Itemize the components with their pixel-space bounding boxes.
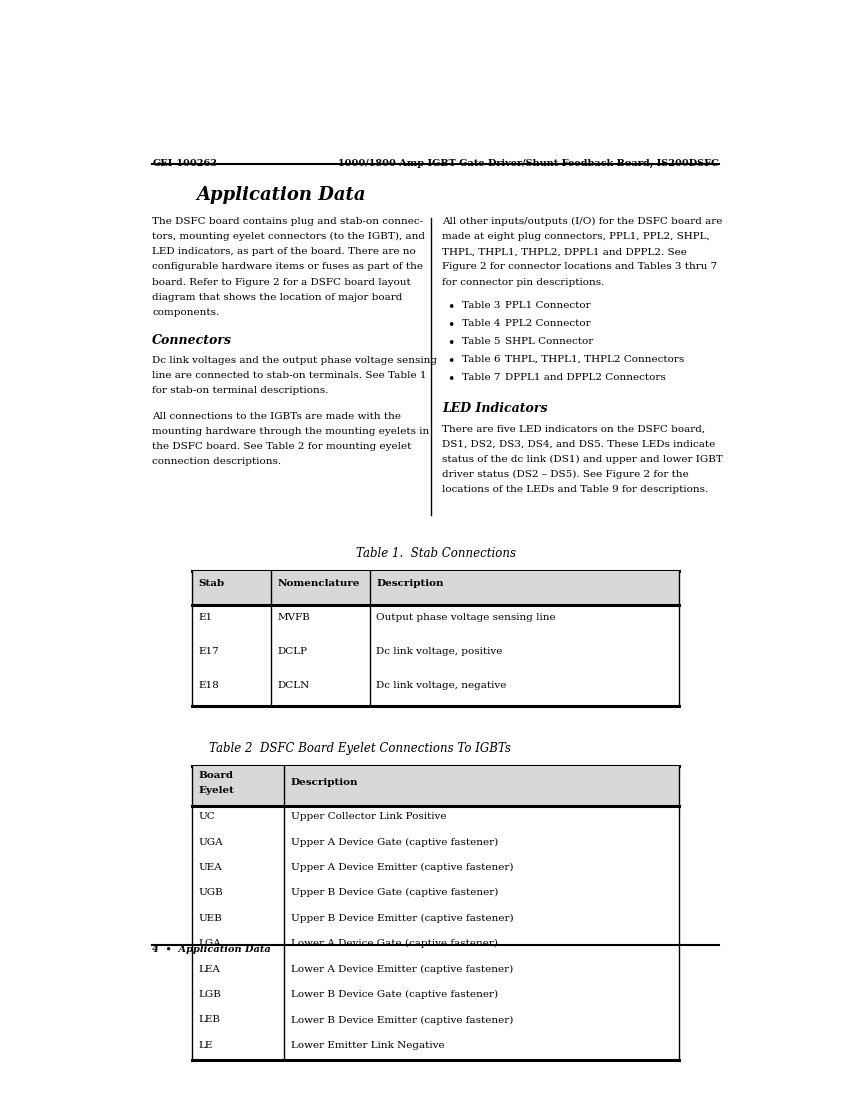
Text: made at eight plug connectors, PPL1, PPL2, SHPL,: made at eight plug connectors, PPL1, PPL…	[442, 232, 710, 241]
Text: UGB: UGB	[199, 889, 224, 898]
Text: Figure 2 for connector locations and Tables 3 thru 7: Figure 2 for connector locations and Tab…	[442, 263, 717, 272]
Text: line are connected to stab-on terminals. See Table 1: line are connected to stab-on terminals.…	[152, 371, 427, 380]
Text: Description: Description	[291, 779, 358, 788]
Text: DPPL1 and DPPL2 Connectors: DPPL1 and DPPL2 Connectors	[505, 373, 666, 382]
Text: Application Data: Application Data	[196, 186, 366, 205]
Text: PPL1 Connector: PPL1 Connector	[505, 301, 591, 310]
Text: MVFB: MVFB	[277, 613, 310, 623]
Text: LEA: LEA	[199, 965, 220, 974]
Text: GEI-100263: GEI-100263	[152, 160, 218, 168]
Text: UC: UC	[199, 812, 215, 821]
Text: Lower A Device Emitter (captive fastener): Lower A Device Emitter (captive fastener…	[291, 965, 513, 974]
Text: Lower A Device Gate (captive fastener): Lower A Device Gate (captive fastener)	[291, 939, 498, 948]
Text: Dc link voltage, positive: Dc link voltage, positive	[377, 647, 502, 656]
Text: LED indicators, as part of the board. There are no: LED indicators, as part of the board. Th…	[152, 248, 416, 256]
Text: •: •	[447, 373, 455, 385]
Text: components.: components.	[152, 308, 219, 317]
Text: Table 2  DSFC Board Eyelet Connections To IGBTs: Table 2 DSFC Board Eyelet Connections To…	[209, 741, 511, 755]
Text: for connector pin descriptions.: for connector pin descriptions.	[442, 277, 604, 287]
Text: diagram that shows the location of major board: diagram that shows the location of major…	[152, 293, 403, 301]
Text: DCLP: DCLP	[277, 647, 308, 656]
Text: Upper Collector Link Positive: Upper Collector Link Positive	[291, 812, 446, 821]
Text: •: •	[447, 337, 455, 350]
Text: UGA: UGA	[199, 837, 223, 847]
Text: board. Refer to Figure 2 for a DSFC board layout: board. Refer to Figure 2 for a DSFC boar…	[152, 277, 411, 287]
Text: locations of the LEDs and Table 9 for descriptions.: locations of the LEDs and Table 9 for de…	[442, 485, 708, 494]
Text: Board: Board	[199, 771, 234, 781]
Text: LE: LE	[199, 1041, 212, 1049]
Text: Table 5: Table 5	[462, 337, 501, 346]
Text: status of the dc link (DS1) and upper and lower IGBT: status of the dc link (DS1) and upper an…	[442, 454, 723, 464]
Text: •: •	[447, 355, 455, 367]
Text: Output phase voltage sensing line: Output phase voltage sensing line	[377, 613, 556, 623]
Text: All other inputs/outputs (I/O) for the DSFC board are: All other inputs/outputs (I/O) for the D…	[442, 217, 722, 226]
Text: Stab: Stab	[199, 580, 224, 588]
Text: DS1, DS2, DS3, DS4, and DS5. These LEDs indicate: DS1, DS2, DS3, DS4, and DS5. These LEDs …	[442, 440, 716, 449]
Text: E17: E17	[199, 647, 219, 656]
Text: •: •	[447, 319, 455, 332]
Text: Upper A Device Gate (captive fastener): Upper A Device Gate (captive fastener)	[291, 837, 498, 847]
Text: Table 6: Table 6	[462, 355, 501, 364]
Text: LGA: LGA	[199, 939, 221, 948]
Text: Table 1.  Stab Connections: Table 1. Stab Connections	[355, 547, 516, 560]
Text: All connections to the IGBTs are made with the: All connections to the IGBTs are made wi…	[152, 411, 401, 420]
Text: DCLN: DCLN	[277, 681, 309, 690]
Text: E1: E1	[199, 613, 212, 623]
Text: THPL, THPL1, THPL2 Connectors: THPL, THPL1, THPL2 Connectors	[505, 355, 684, 364]
Text: The DSFC board contains plug and stab-on connec-: The DSFC board contains plug and stab-on…	[152, 217, 423, 226]
Text: for stab-on terminal descriptions.: for stab-on terminal descriptions.	[152, 386, 329, 395]
Text: UEA: UEA	[199, 864, 222, 872]
Text: LGB: LGB	[199, 990, 221, 999]
Text: LED Indicators: LED Indicators	[442, 403, 547, 415]
Text: There are five LED indicators on the DSFC board,: There are five LED indicators on the DSF…	[442, 425, 706, 433]
Bar	[192, 766, 679, 806]
Text: Dc link voltages and the output phase voltage sensing: Dc link voltages and the output phase vo…	[152, 355, 438, 364]
Text: Table 7: Table 7	[462, 373, 501, 382]
Text: driver status (DS2 – DS5). See Figure 2 for the: driver status (DS2 – DS5). See Figure 2 …	[442, 470, 689, 480]
Text: the DSFC board. See Table 2 for mounting eyelet: the DSFC board. See Table 2 for mounting…	[152, 442, 411, 451]
Text: tors, mounting eyelet connectors (to the IGBT), and: tors, mounting eyelet connectors (to the…	[152, 232, 425, 241]
Text: Table 4: Table 4	[462, 319, 501, 328]
Text: PPL2 Connector: PPL2 Connector	[505, 319, 591, 328]
Text: connection descriptions.: connection descriptions.	[152, 458, 281, 466]
Text: E18: E18	[199, 681, 219, 690]
Text: Table 3: Table 3	[462, 301, 501, 310]
Text: mounting hardware through the mounting eyelets in: mounting hardware through the mounting e…	[152, 427, 429, 436]
Text: 4  •  Application Data: 4 • Application Data	[152, 945, 271, 954]
Bar	[192, 571, 679, 605]
Text: Upper A Device Emitter (captive fastener): Upper A Device Emitter (captive fastener…	[291, 864, 513, 872]
Text: LEB: LEB	[199, 1015, 220, 1024]
Text: UEB: UEB	[199, 914, 223, 923]
Text: Lower B Device Emitter (captive fastener): Lower B Device Emitter (captive fastener…	[291, 1015, 513, 1024]
Text: configurable hardware items or fuses as part of the: configurable hardware items or fuses as …	[152, 263, 423, 272]
Text: Upper B Device Gate (captive fastener): Upper B Device Gate (captive fastener)	[291, 889, 498, 898]
Text: 1000/1800 Amp IGBT Gate Driver/Shunt Feedback Board, IS200DSFC: 1000/1800 Amp IGBT Gate Driver/Shunt Fee…	[338, 160, 719, 168]
Text: Upper B Device Emitter (captive fastener): Upper B Device Emitter (captive fastener…	[291, 914, 513, 923]
Text: Eyelet: Eyelet	[199, 785, 235, 795]
Text: SHPL Connector: SHPL Connector	[505, 337, 593, 346]
Text: Lower Emitter Link Negative: Lower Emitter Link Negative	[291, 1041, 445, 1049]
Text: Dc link voltage, negative: Dc link voltage, negative	[377, 681, 507, 690]
Text: Connectors: Connectors	[152, 333, 232, 346]
Text: •: •	[447, 301, 455, 315]
Text: THPL, THPL1, THPL2, DPPL1 and DPPL2. See: THPL, THPL1, THPL2, DPPL1 and DPPL2. See	[442, 248, 687, 256]
Text: Description: Description	[377, 580, 444, 588]
Text: Nomenclature: Nomenclature	[277, 580, 360, 588]
Text: Lower B Device Gate (captive fastener): Lower B Device Gate (captive fastener)	[291, 990, 498, 999]
